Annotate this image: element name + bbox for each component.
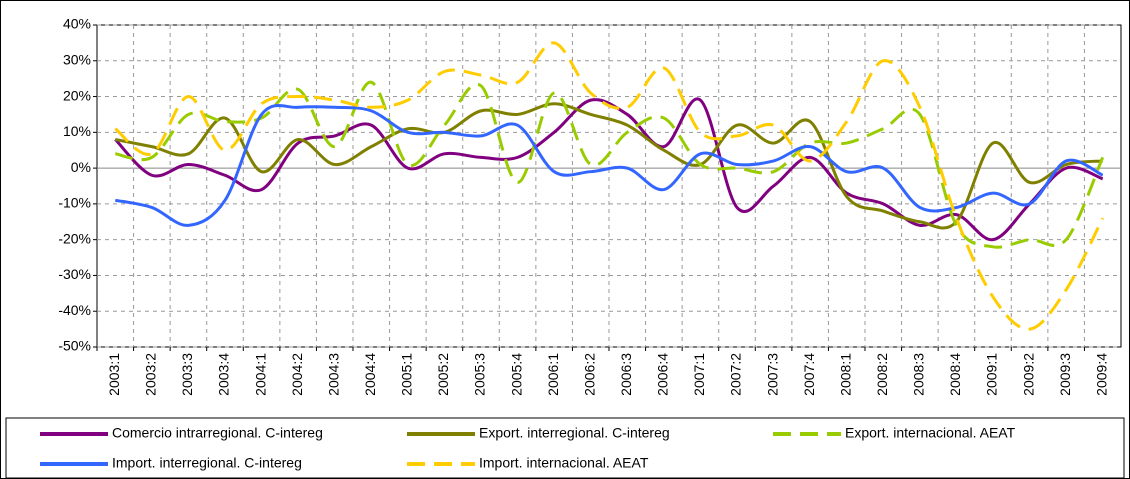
series-line: [114, 102, 1103, 230]
x-tick-label: 2008:4: [947, 353, 963, 396]
x-tick-label: 2006:4: [655, 353, 671, 396]
x-tick-label: 2005:4: [508, 353, 524, 396]
series-line: [114, 41, 1105, 331]
y-tick-label: -10%: [58, 195, 91, 211]
y-tick-label: -30%: [58, 266, 91, 282]
x-tick-label: 2004:2: [289, 353, 305, 396]
x-tick-label: 2006:3: [618, 353, 634, 396]
x-tick-label: 2005:1: [399, 353, 415, 396]
x-tick-label: 2005:3: [472, 353, 488, 396]
legend-label: Comercio intrarregional. C-intereg: [112, 425, 323, 441]
x-tick-label: 2003:3: [179, 353, 195, 396]
series-line: [114, 80, 1105, 249]
x-tick-label: 2008:1: [837, 353, 853, 396]
y-tick-label: -20%: [58, 230, 91, 246]
y-tick-label: -40%: [58, 302, 91, 318]
x-tick-label: 2007:2: [728, 353, 744, 396]
y-tick-label: 40%: [63, 16, 91, 32]
x-tick-label: 2003:4: [216, 353, 232, 396]
x-tick-label: 2008:3: [911, 353, 927, 396]
x-tick-label: 2009:3: [1057, 353, 1073, 396]
x-tick-label: 2004:3: [325, 353, 341, 396]
legend-label: Export. interregional. C-intereg: [479, 425, 670, 441]
x-tick-label: 2004:4: [362, 353, 378, 396]
legend-label: Import. internacional. AEAT: [479, 455, 649, 471]
y-tick-label: 20%: [63, 87, 91, 103]
x-tick-label: 2009:2: [1020, 353, 1036, 396]
series-line: [114, 104, 1104, 227]
y-tick-label: 0%: [71, 159, 91, 175]
x-tick-label: 2003:1: [106, 353, 122, 396]
x-tick-label: 2003:2: [143, 353, 159, 396]
y-tick-label: 10%: [63, 123, 91, 139]
x-tick-label: 2007:3: [764, 353, 780, 396]
x-tick-label: 2007:1: [691, 353, 707, 396]
x-tick-label: 2009:1: [984, 353, 1000, 396]
x-tick-label: 2006:1: [545, 353, 561, 396]
legend-label: Export. internacional. AEAT: [845, 425, 1016, 441]
legend-label: Import. interregional. C-intereg: [112, 455, 302, 471]
x-tick-label: 2006:2: [581, 353, 597, 396]
series-line: [114, 97, 1104, 242]
y-tick-label: 30%: [63, 51, 91, 67]
x-tick-label: 2008:2: [874, 353, 890, 396]
x-tick-label: 2004:1: [252, 353, 268, 396]
x-tick-label: 2009:4: [1093, 353, 1109, 396]
legend-box: [5, 417, 1125, 479]
x-tick-label: 2005:2: [435, 353, 451, 396]
x-tick-label: 2007:4: [801, 353, 817, 396]
y-tick-label: -50%: [58, 338, 91, 354]
